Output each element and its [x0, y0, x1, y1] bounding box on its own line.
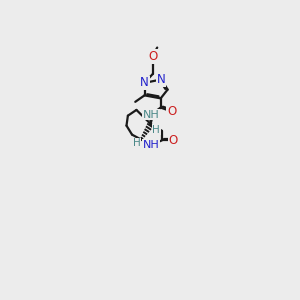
Text: O: O [167, 105, 176, 118]
Polygon shape [149, 115, 153, 124]
Text: NH: NH [142, 110, 159, 119]
Text: O: O [148, 50, 157, 63]
Text: H: H [133, 138, 140, 148]
Text: NH: NH [142, 140, 159, 150]
Text: N: N [157, 73, 166, 86]
Text: O: O [169, 134, 178, 147]
Text: H: H [152, 124, 160, 135]
Text: N: N [140, 76, 149, 89]
